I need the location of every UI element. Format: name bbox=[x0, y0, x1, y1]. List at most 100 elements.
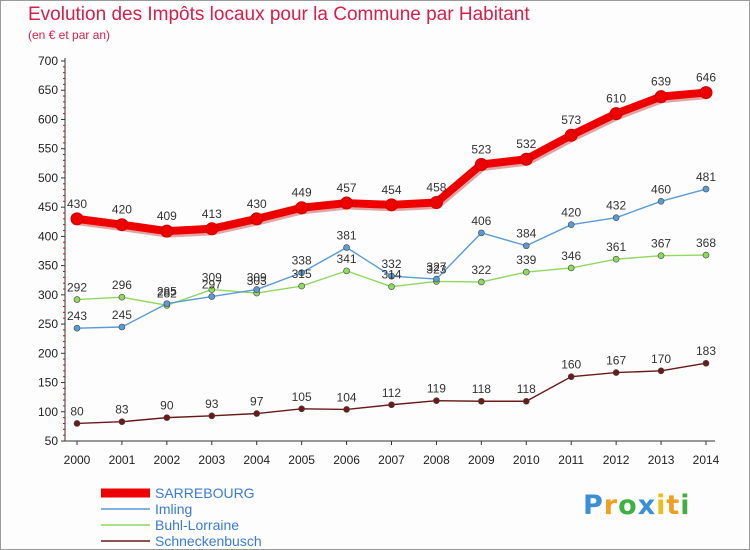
data-point bbox=[702, 251, 710, 259]
data-point bbox=[702, 185, 710, 193]
data-label: 639 bbox=[651, 75, 671, 89]
data-point bbox=[474, 157, 488, 171]
data-label: 361 bbox=[606, 240, 626, 254]
data-label: 610 bbox=[606, 92, 626, 106]
data-point bbox=[115, 218, 129, 232]
data-point bbox=[702, 359, 710, 367]
data-label: 532 bbox=[516, 137, 536, 151]
data-point bbox=[654, 90, 668, 104]
data-label: 118 bbox=[517, 382, 536, 396]
data-label: 367 bbox=[651, 237, 671, 251]
data-point bbox=[343, 267, 350, 275]
data-label: 646 bbox=[696, 71, 716, 85]
y-tick-label: 250 bbox=[38, 317, 58, 331]
data-label: 406 bbox=[471, 214, 491, 228]
data-point bbox=[73, 324, 81, 332]
data-point bbox=[298, 269, 305, 276]
data-point bbox=[522, 397, 530, 405]
data-label: 282 bbox=[157, 286, 177, 300]
data-label: 104 bbox=[337, 390, 357, 404]
data-label: 285 bbox=[157, 285, 177, 299]
data-labels-layer: 80 83 90 93 97 105 104 112 119 118 118 160 167 170 183… bbox=[67, 71, 716, 419]
data-point bbox=[429, 195, 443, 209]
data-label: 314 bbox=[381, 268, 401, 282]
data-label: 413 bbox=[202, 207, 222, 221]
data-point bbox=[295, 201, 309, 215]
data-label: 309 bbox=[202, 271, 222, 285]
data-point bbox=[519, 152, 533, 166]
data-label: 303 bbox=[247, 274, 267, 288]
x-tick-label: 2000 bbox=[64, 453, 91, 467]
data-label: 430 bbox=[247, 197, 267, 211]
data-point bbox=[118, 418, 126, 426]
data-point bbox=[612, 369, 620, 376]
chart-title: Evolution des Impôts locaux pour la Comm… bbox=[28, 4, 530, 25]
x-tick-label: 2011 bbox=[558, 453, 584, 467]
x-tick-label: 2002 bbox=[154, 453, 181, 467]
data-point bbox=[208, 293, 216, 300]
data-point bbox=[433, 397, 440, 404]
data-point bbox=[657, 198, 665, 205]
data-point bbox=[73, 420, 81, 427]
y-tick-label: 200 bbox=[38, 346, 58, 360]
y-tick-label: 550 bbox=[38, 142, 58, 156]
data-label: 432 bbox=[606, 199, 626, 213]
data-point bbox=[340, 196, 354, 210]
data-point bbox=[522, 268, 530, 276]
data-label: 430 bbox=[67, 197, 87, 211]
logo-letter: o bbox=[618, 490, 638, 521]
chart-legend: SARREBOURGImlingBuhl-LorraineSchneckenbu… bbox=[101, 485, 262, 549]
data-label: 245 bbox=[112, 308, 132, 322]
data-label: 119 bbox=[427, 382, 446, 396]
data-point bbox=[478, 397, 485, 405]
data-point bbox=[385, 198, 398, 212]
data-label: 323 bbox=[426, 262, 446, 276]
data-label: 384 bbox=[516, 227, 536, 241]
data-point bbox=[298, 405, 305, 413]
data-label: 93 bbox=[205, 397, 219, 411]
x-tick-label: 2006 bbox=[333, 453, 360, 467]
data-label: 457 bbox=[337, 181, 357, 195]
data-label: 339 bbox=[516, 253, 536, 267]
logo-letter: P bbox=[583, 490, 604, 521]
x-tick-label: 2005 bbox=[288, 453, 315, 467]
data-label: 420 bbox=[112, 203, 132, 217]
y-tick-label: 500 bbox=[38, 171, 58, 185]
data-point bbox=[699, 86, 713, 100]
data-label: 327 bbox=[426, 260, 446, 274]
data-label: 454 bbox=[381, 183, 401, 197]
x-tick-label: 2001 bbox=[109, 453, 136, 467]
data-point bbox=[163, 414, 171, 421]
data-point bbox=[567, 264, 575, 272]
x-tick-label: 2010 bbox=[513, 453, 540, 467]
x-tick-label: 2004 bbox=[243, 453, 270, 467]
x-tick-label: 2012 bbox=[603, 453, 630, 467]
data-point bbox=[388, 401, 395, 409]
chart-axes: 50 100 150 200 250 300 350 400 450 500 550 600 650 70… bbox=[38, 54, 720, 467]
x-tick-label: 2013 bbox=[648, 453, 675, 467]
data-label: 341 bbox=[337, 252, 357, 266]
data-point bbox=[657, 252, 665, 259]
x-tick-label: 2003 bbox=[198, 453, 225, 467]
data-point bbox=[160, 224, 174, 238]
data-point bbox=[567, 373, 575, 380]
data-point bbox=[343, 406, 350, 413]
data-label: 118 bbox=[472, 382, 491, 396]
y-tick-label: 50 bbox=[45, 434, 59, 448]
data-point bbox=[478, 229, 485, 237]
data-label: 573 bbox=[561, 113, 581, 127]
y-tick-label: 450 bbox=[38, 200, 58, 214]
data-label: 297 bbox=[202, 278, 222, 292]
data-point bbox=[433, 275, 440, 283]
data-point bbox=[205, 222, 219, 236]
data-label: 322 bbox=[471, 263, 491, 277]
logo-letter: i bbox=[656, 490, 667, 521]
y-tick-label: 650 bbox=[38, 83, 58, 97]
data-label: 112 bbox=[382, 386, 401, 400]
data-label: 338 bbox=[292, 254, 312, 268]
proxiti-logo: Proxiti bbox=[583, 490, 691, 521]
y-tick-label: 300 bbox=[38, 288, 58, 302]
data-point bbox=[118, 293, 126, 301]
x-tick-label: 2014 bbox=[693, 453, 720, 467]
